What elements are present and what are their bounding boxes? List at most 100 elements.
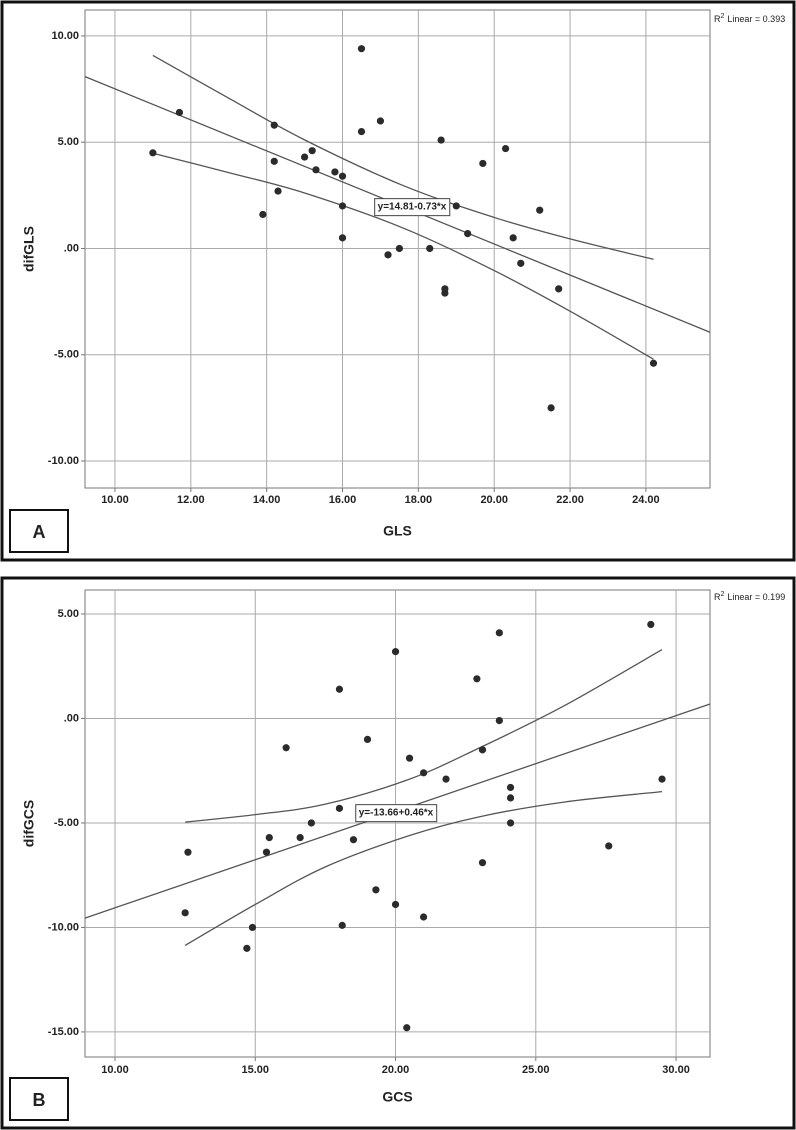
data-point: [649, 359, 658, 367]
data-point: [555, 285, 563, 293]
plot-area: [84, 589, 711, 1058]
data-point: [262, 848, 271, 856]
data-point: [357, 127, 366, 136]
data-point: [647, 620, 655, 629]
r2-superscript: 2: [721, 591, 725, 598]
confidence-band: [184, 790, 663, 946]
x-tick-label: 15.00: [242, 1064, 270, 1076]
r2-label: R2 Linear = 0.199: [714, 591, 785, 603]
data-point: [495, 716, 503, 725]
fit-label-box: [374, 198, 451, 217]
data-point: [184, 848, 192, 856]
data-point: [441, 289, 449, 297]
data-point: [478, 859, 487, 867]
y-tick-label: -10.00: [48, 455, 79, 467]
data-point: [338, 234, 347, 242]
x-tick-label: 20.00: [480, 494, 508, 506]
x-axis-title: GLS: [383, 523, 412, 539]
data-point: [473, 675, 481, 683]
x-tick-label: 16.00: [329, 494, 357, 506]
r2-superscript: 2: [721, 13, 725, 20]
data-point: [181, 909, 189, 917]
x-tick-label: 22.00: [556, 494, 584, 506]
data-point: [338, 172, 347, 180]
data-point: [395, 244, 403, 253]
data-point: [175, 108, 184, 117]
r2-symbol: R: [714, 592, 721, 602]
data-point: [506, 819, 515, 827]
data-point: [335, 804, 344, 812]
data-point: [452, 202, 460, 210]
y-tick-label: .00: [64, 242, 79, 254]
confidence-band: [152, 152, 654, 360]
confidence-band: [152, 54, 654, 260]
fit-label: y=14.81-0.73*x: [378, 202, 447, 213]
y-tick-label: -10.00: [48, 921, 79, 933]
y-tick-label: 5.00: [58, 608, 79, 620]
data-point: [331, 168, 339, 176]
x-tick-label: 10.00: [101, 1064, 129, 1076]
panel-label-box: [9, 1077, 69, 1121]
x-tick-label: 30.00: [662, 1064, 690, 1076]
data-point: [270, 121, 278, 129]
data-point: [391, 648, 400, 656]
x-tick-label: 12.00: [177, 494, 205, 506]
data-point: [376, 117, 385, 125]
data-point: [270, 157, 278, 165]
data-point: [259, 210, 267, 219]
x-tick-label: 25.00: [522, 1064, 550, 1076]
panel-label: B: [33, 1090, 46, 1110]
r2-symbol: R: [714, 14, 721, 24]
r2-label: R2 Linear = 0.393: [714, 13, 785, 25]
data-point: [506, 783, 515, 792]
data-point: [442, 775, 450, 783]
panel-label: A: [33, 522, 46, 542]
data-point: [300, 153, 309, 161]
data-point: [248, 923, 257, 932]
y-axis-title: difGLS: [21, 226, 37, 272]
data-point: [282, 744, 290, 752]
data-point: [403, 1024, 411, 1032]
data-point: [495, 629, 503, 637]
confidence-band: [185, 648, 663, 823]
x-tick-label: 10.00: [101, 494, 129, 506]
panel-frame: [0, 576, 796, 1130]
y-axis-title: difGCS: [21, 800, 37, 847]
data-point: [338, 202, 347, 210]
data-point: [605, 842, 613, 850]
data-point: [437, 136, 445, 144]
y-tick-label: -5.00: [54, 349, 79, 361]
data-point: [405, 754, 414, 762]
data-point: [363, 735, 372, 743]
x-tick-label: 20.00: [382, 1064, 410, 1076]
x-tick-label: 14.00: [253, 494, 281, 506]
data-point: [338, 921, 346, 929]
data-point: [478, 746, 487, 754]
x-tick-label: 18.00: [405, 494, 433, 506]
y-tick-label: -15.00: [48, 1026, 79, 1038]
data-point: [536, 206, 544, 214]
x-tick-label: 24.00: [632, 494, 660, 506]
data-point: [658, 775, 666, 783]
data-point: [419, 913, 428, 921]
y-tick-label: -5.00: [54, 817, 79, 829]
data-point: [517, 259, 525, 267]
r2-text: Linear = 0.199: [727, 592, 785, 602]
data-point: [419, 769, 428, 777]
data-point: [506, 794, 515, 802]
data-point: [243, 944, 251, 952]
data-point: [501, 144, 510, 153]
y-tick-label: 10.00: [51, 30, 79, 42]
data-point: [547, 404, 555, 412]
panel-label-box: [9, 509, 69, 553]
data-point: [307, 819, 315, 827]
r2-text: Linear = 0.393: [727, 14, 785, 24]
fit-label: y=-13.66+0.46*x: [359, 808, 434, 819]
data-point: [274, 187, 282, 195]
data-point: [384, 251, 392, 259]
data-point: [509, 234, 517, 242]
data-point: [149, 149, 157, 157]
data-point: [391, 900, 400, 909]
